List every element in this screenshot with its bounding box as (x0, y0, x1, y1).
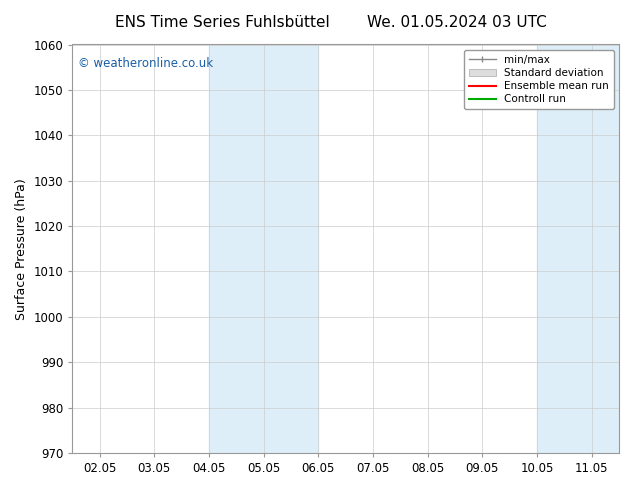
Text: We. 01.05.2024 03 UTC: We. 01.05.2024 03 UTC (366, 15, 547, 30)
Bar (209, 45, 318, 453)
Bar (537, 45, 634, 453)
Text: ENS Time Series Fuhlsbüttel: ENS Time Series Fuhlsbüttel (115, 15, 329, 30)
Text: © weatheronline.co.uk: © weatheronline.co.uk (78, 57, 213, 70)
Y-axis label: Surface Pressure (hPa): Surface Pressure (hPa) (15, 178, 28, 319)
Legend: min/max, Standard deviation, Ensemble mean run, Controll run: min/max, Standard deviation, Ensemble me… (464, 49, 614, 109)
